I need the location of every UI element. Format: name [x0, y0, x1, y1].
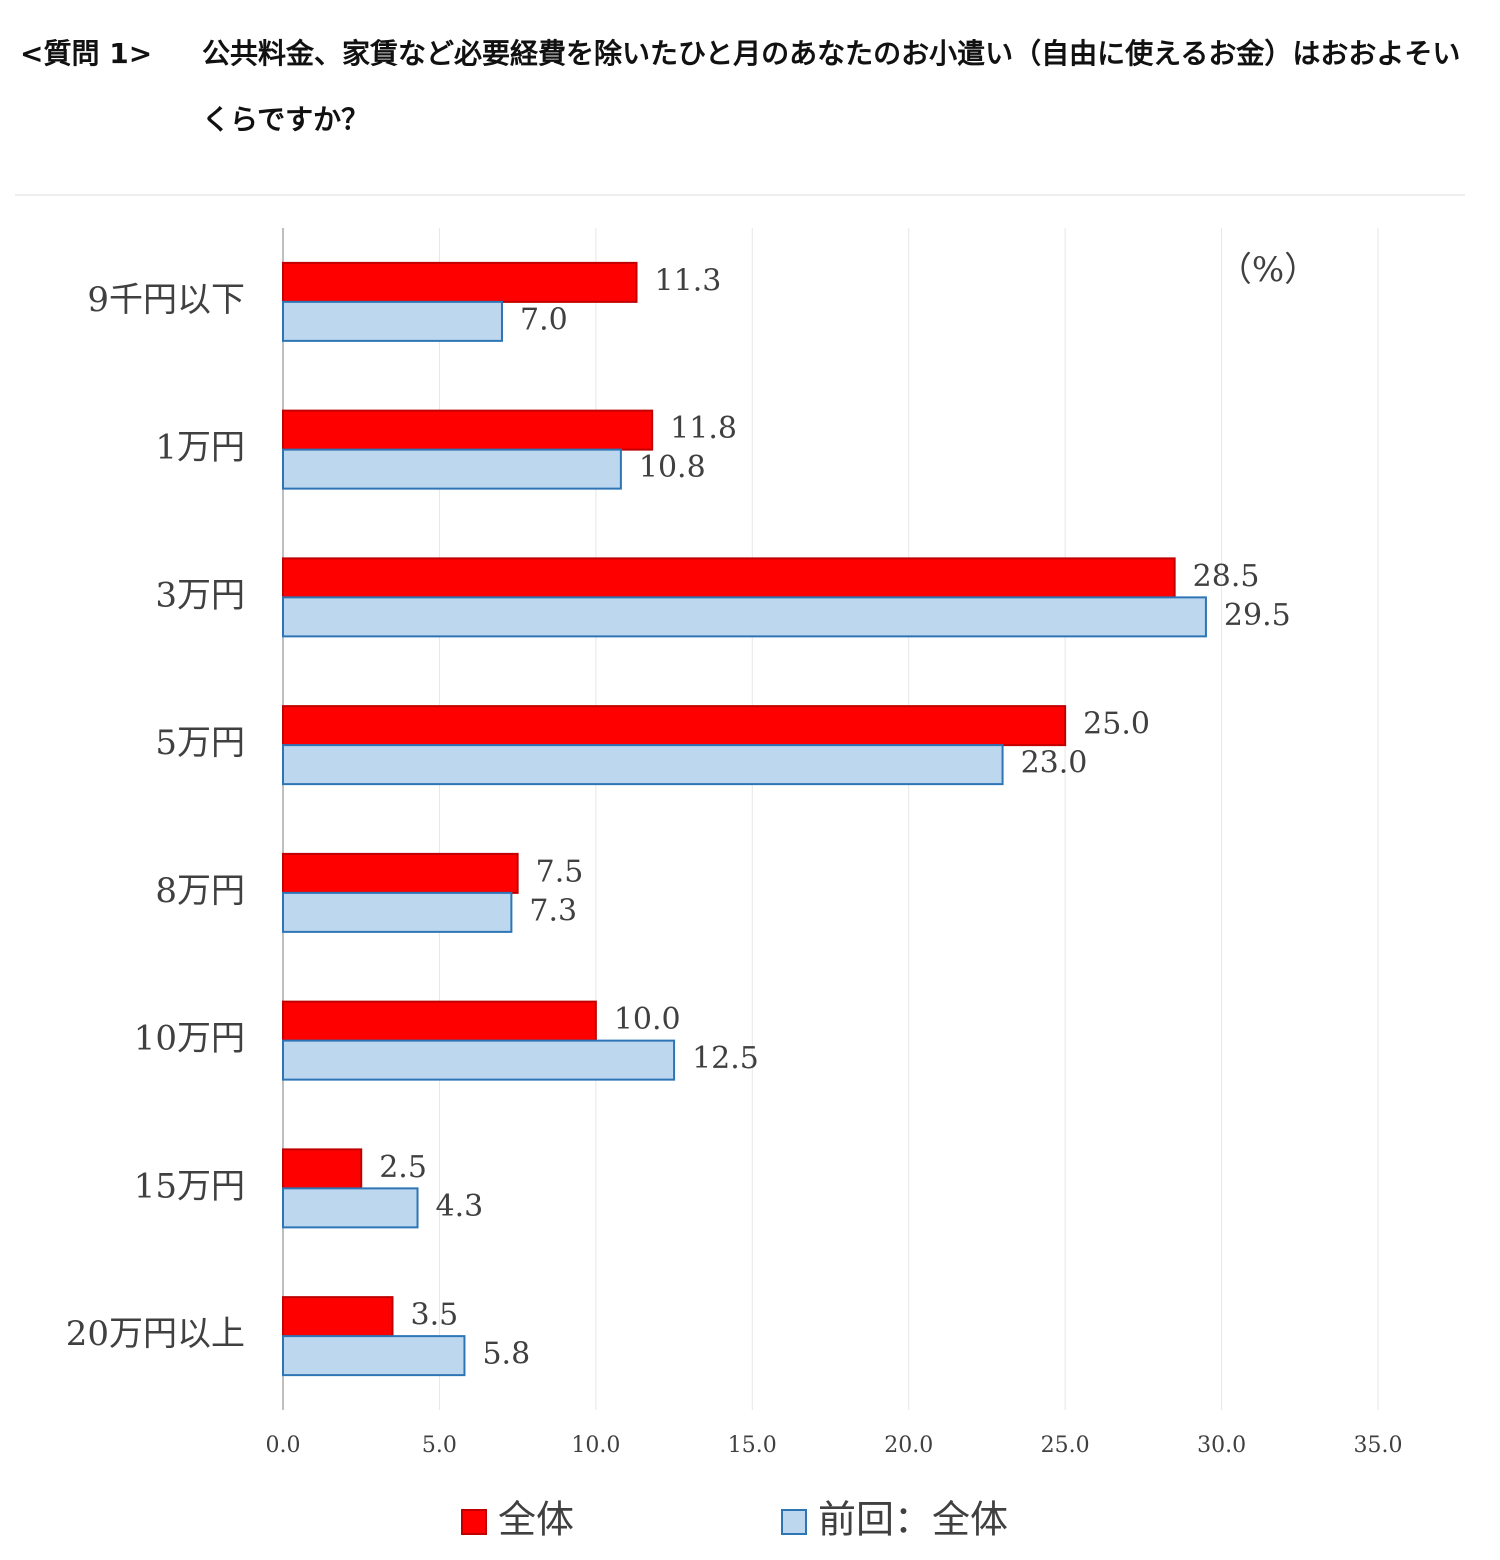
value-label: 7.0	[520, 302, 568, 337]
value-label: 3.5	[411, 1298, 459, 1333]
question-label: <質問 1>	[20, 37, 153, 70]
value-label: 29.5	[1224, 598, 1291, 633]
y-tick-label: 8万円	[155, 871, 245, 911]
bar	[282, 1039, 676, 1081]
y-tick-label: 10万円	[134, 1019, 245, 1059]
value-label: 11.8	[670, 411, 737, 446]
value-label: 25.0	[1083, 707, 1150, 742]
header: <質問 1> 公共料金、家賃など必要経費を除いたひと月のあなたのお小遣い（自由に…	[20, 30, 1472, 153]
y-tick-label: 1万円	[155, 428, 245, 468]
value-label: 7.5	[536, 854, 584, 889]
value-label: 5.8	[482, 1337, 530, 1372]
value-label: 2.5	[379, 1150, 427, 1185]
bar	[282, 261, 638, 303]
y-tick-label: 15万円	[134, 1166, 245, 1206]
y-tick-label: 3万円	[155, 575, 245, 615]
bar	[282, 1296, 394, 1338]
bar	[282, 448, 622, 490]
legend-label: 全体	[498, 1498, 574, 1542]
value-label: 4.3	[436, 1189, 484, 1224]
bar	[282, 1148, 363, 1190]
x-tick-label: 30.0	[1197, 1433, 1246, 1458]
value-label: 12.5	[692, 1041, 759, 1076]
value-label: 23.0	[1021, 746, 1088, 781]
bar	[282, 409, 654, 451]
bar	[282, 1000, 597, 1042]
x-tick-label: 10.0	[571, 1433, 620, 1458]
unit-label: （%）	[1218, 250, 1318, 290]
y-tick-label: 5万円	[155, 723, 245, 763]
x-tick-label: 20.0	[884, 1433, 933, 1458]
legend-swatch	[461, 1509, 487, 1535]
bar	[282, 852, 519, 894]
x-tick-label: 0.0	[266, 1433, 301, 1458]
bar	[282, 705, 1067, 747]
bar	[282, 1187, 419, 1229]
bar	[282, 744, 1004, 786]
bar	[282, 1335, 466, 1377]
legend-swatch	[781, 1509, 807, 1535]
x-tick-label: 15.0	[728, 1433, 777, 1458]
chart-title: 公共料金、家賃など必要経費を除いたひと月のあなたのお小遣い（自由に使えるお金）は…	[202, 37, 1461, 136]
bar	[282, 557, 1176, 599]
bar	[282, 300, 503, 342]
bar	[282, 596, 1207, 638]
value-label: 28.5	[1193, 559, 1260, 594]
x-tick-label: 5.0	[422, 1433, 457, 1458]
legend-label: 前回：全体	[818, 1498, 1008, 1542]
value-label: 10.8	[639, 450, 706, 485]
y-tick-label: 20万円以上	[66, 1314, 245, 1354]
value-label: 7.3	[529, 893, 577, 928]
bar	[282, 891, 513, 933]
x-tick-label: 25.0	[1041, 1433, 1090, 1458]
y-tick-label: 9千円以下	[87, 280, 245, 320]
value-label: 11.3	[655, 263, 722, 298]
value-label: 10.0	[614, 1002, 681, 1037]
x-tick-label: 35.0	[1354, 1433, 1403, 1458]
